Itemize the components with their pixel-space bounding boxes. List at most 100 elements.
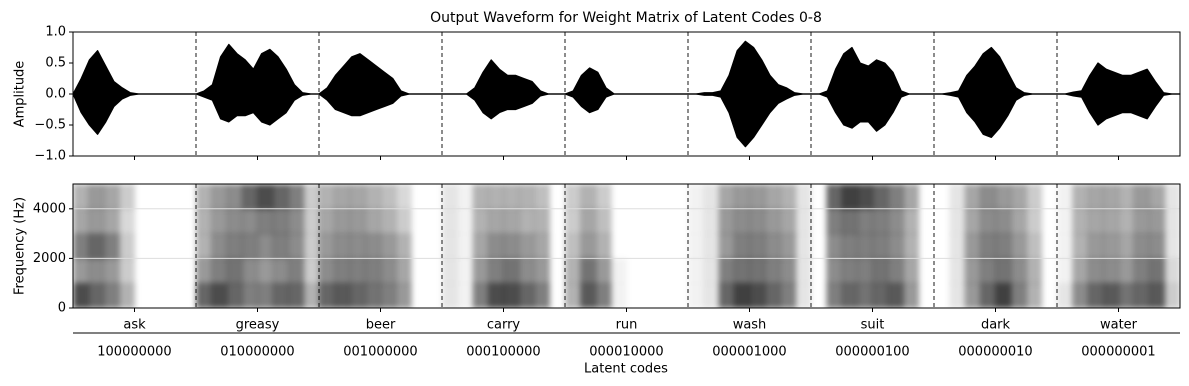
spectrogram-cell bbox=[841, 184, 858, 210]
spectrogram-cell bbox=[949, 233, 966, 259]
chart-title: Output Waveform for Weight Matrix of Lat… bbox=[430, 10, 822, 26]
spectrogram-cell bbox=[795, 283, 812, 308]
spectrogram-cell bbox=[196, 283, 212, 308]
spectrogram-cell bbox=[565, 233, 581, 259]
spectrogram-cell bbox=[688, 258, 704, 284]
spectrogram-cell bbox=[934, 209, 950, 234]
spectrogram-cell bbox=[764, 208, 781, 235]
spectrogram-cell bbox=[580, 283, 597, 308]
spectrogram-cell bbox=[580, 208, 597, 235]
spectrogram-cell bbox=[488, 184, 504, 210]
spectrogram-cell bbox=[303, 233, 320, 259]
spectrogram-cell bbox=[103, 283, 120, 308]
spectrogram-cell bbox=[627, 283, 643, 308]
spectrogram-cell bbox=[627, 258, 643, 283]
waveform-area bbox=[933, 46, 1058, 95]
spectrogram-cell bbox=[88, 283, 105, 308]
spectrogram-cell bbox=[211, 208, 228, 235]
y-tick-label: 1.0 bbox=[45, 25, 66, 40]
spectrogram-cell bbox=[964, 283, 981, 308]
spectrogram-cell bbox=[995, 184, 1012, 210]
spectrogram-cell bbox=[395, 283, 412, 308]
waveform-area bbox=[687, 40, 812, 95]
spectrogram-cell bbox=[226, 283, 243, 308]
spectrogram-cell bbox=[811, 209, 827, 234]
spectrogram-cell bbox=[457, 258, 474, 284]
y-tick-label: 0.0 bbox=[45, 87, 66, 102]
spectrogram-cell bbox=[826, 283, 843, 308]
spectrogram-cell bbox=[595, 184, 612, 210]
spectrogram-cell bbox=[703, 258, 720, 284]
spectrogram-cell bbox=[703, 283, 720, 308]
spectrogram-cell bbox=[1103, 208, 1119, 235]
spectrogram-cell bbox=[257, 184, 274, 210]
spectrogram-cell bbox=[550, 209, 566, 234]
spectrogram-cell bbox=[611, 283, 627, 308]
spectrogram-cell bbox=[657, 184, 673, 209]
spectrogram-cell bbox=[826, 208, 843, 235]
spectrogram-cell bbox=[980, 283, 996, 308]
x-tick-label: water bbox=[1100, 318, 1138, 333]
spectrogram-cell bbox=[749, 283, 766, 308]
code-label: 100000000 bbox=[97, 345, 171, 360]
spectrogram-cell bbox=[503, 184, 520, 210]
spectrogram-cell bbox=[550, 283, 566, 308]
spectrogram-cell bbox=[380, 283, 397, 308]
spectrogram-cell bbox=[1103, 283, 1119, 308]
spectrogram-cell bbox=[135, 209, 151, 234]
code-label: 010000000 bbox=[220, 345, 294, 360]
waveform-area bbox=[318, 93, 443, 117]
spectrogram-cell bbox=[673, 283, 689, 308]
spectrogram-cell bbox=[73, 233, 89, 259]
spectrogram-cell bbox=[919, 234, 935, 259]
spectrogram-cell bbox=[1026, 184, 1043, 210]
spectrogram-cell bbox=[349, 258, 366, 284]
spectrogram-cell bbox=[872, 258, 889, 284]
spectrogram-cell bbox=[795, 208, 812, 235]
spectrogram-cell bbox=[703, 233, 720, 259]
spectrogram-cell bbox=[872, 233, 889, 259]
code-label: 000000010 bbox=[958, 345, 1032, 360]
spectrogram-cell bbox=[980, 184, 996, 210]
spectrogram-cell bbox=[165, 283, 181, 308]
spectrogram-cell bbox=[580, 184, 597, 210]
spectrogram-cell bbox=[103, 184, 120, 210]
spectrogram-cell bbox=[395, 184, 412, 210]
spectrogram-cell bbox=[518, 233, 535, 259]
spectrogram-cell bbox=[1072, 184, 1089, 210]
spectrogram-cell bbox=[887, 208, 904, 235]
spectrogram-cell bbox=[349, 283, 366, 308]
spectrogram-cell bbox=[718, 258, 735, 284]
spectrogram-cell bbox=[1133, 208, 1150, 235]
spectrogram-cell bbox=[119, 283, 135, 308]
code-label: 000000001 bbox=[1081, 345, 1155, 360]
spectrogram-cell bbox=[1149, 208, 1166, 235]
spectrogram-cell bbox=[349, 233, 366, 259]
spectrogram-cell bbox=[811, 184, 827, 209]
spectrogram-cell bbox=[657, 283, 673, 308]
spectrogram-cell bbox=[795, 233, 812, 259]
spectrogram-cell bbox=[181, 184, 197, 209]
spectrogram-cell bbox=[780, 258, 797, 284]
spectrogram-cell bbox=[1072, 283, 1089, 308]
spectrogram-cell bbox=[103, 258, 120, 284]
spectrogram-cell bbox=[73, 208, 89, 235]
spectrogram-image bbox=[73, 184, 1180, 308]
spectrogram-cell bbox=[181, 209, 197, 234]
spectrogram-cell bbox=[442, 258, 458, 284]
spectrogram-cell bbox=[1118, 233, 1135, 259]
spectrogram-cell bbox=[365, 283, 381, 308]
spectrogram-cell bbox=[949, 258, 966, 284]
spectrogram-cell bbox=[980, 258, 996, 284]
spectrogram-cell bbox=[826, 184, 843, 210]
spectrogram-cell bbox=[242, 283, 258, 308]
spectrogram-cell bbox=[857, 208, 873, 235]
waveform-area bbox=[1056, 62, 1181, 95]
spectrogram-cell bbox=[88, 258, 105, 284]
spectrogram-cell bbox=[934, 258, 950, 283]
code-label: 000000100 bbox=[835, 345, 909, 360]
x-axis-label: Latent codes bbox=[584, 362, 668, 377]
spectrogram-cell bbox=[1042, 184, 1058, 209]
spectrogram-cell bbox=[903, 283, 920, 308]
spectrogram-cell bbox=[272, 233, 289, 259]
